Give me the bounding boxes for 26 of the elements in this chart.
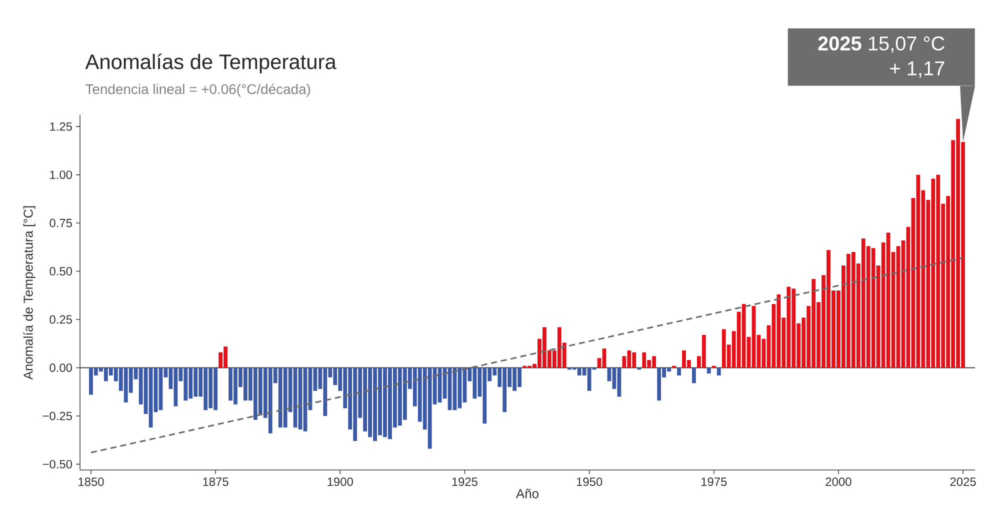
- y-tick-label: −0.50: [42, 460, 72, 468]
- bar: [716, 368, 721, 376]
- annotation: + 1,17: [890, 62, 944, 78]
- y-tick-label: 1.25: [50, 122, 72, 131]
- x-tick-label: 2000: [826, 478, 852, 486]
- y-tick-label: 0.50: [50, 267, 72, 276]
- y-tick-label: −0.25: [42, 412, 72, 420]
- x-axis-title: Año: [516, 488, 538, 498]
- x-tick-label: 2025: [950, 478, 976, 486]
- x-tick-label: 1850: [78, 478, 104, 486]
- y-axis-title: Anomalía de Temperatura [°C]: [23, 206, 36, 380]
- x-tick-label: 1950: [576, 478, 602, 486]
- bar: [706, 368, 711, 374]
- y-tick-label: 0.00: [50, 364, 72, 372]
- y-tick-label: 0.25: [50, 315, 72, 324]
- chart-title: Anomalías de Temperatura: [85, 54, 336, 74]
- bar: [692, 368, 696, 384]
- bar: [677, 368, 681, 376]
- chart-subtitle: Tendencia lineal = +0.06(°C/década): [86, 84, 310, 97]
- x-tick-label: 1925: [452, 478, 478, 486]
- y-tick-label: 1.00: [50, 170, 72, 180]
- x-tick-label: 1875: [203, 478, 228, 486]
- x-tick-label: 1900: [328, 478, 353, 486]
- y-tick-label: 0.75: [50, 218, 72, 228]
- x-tick-label: 1975: [701, 478, 727, 486]
- text: 2025 15,07 °C: [818, 36, 944, 53]
